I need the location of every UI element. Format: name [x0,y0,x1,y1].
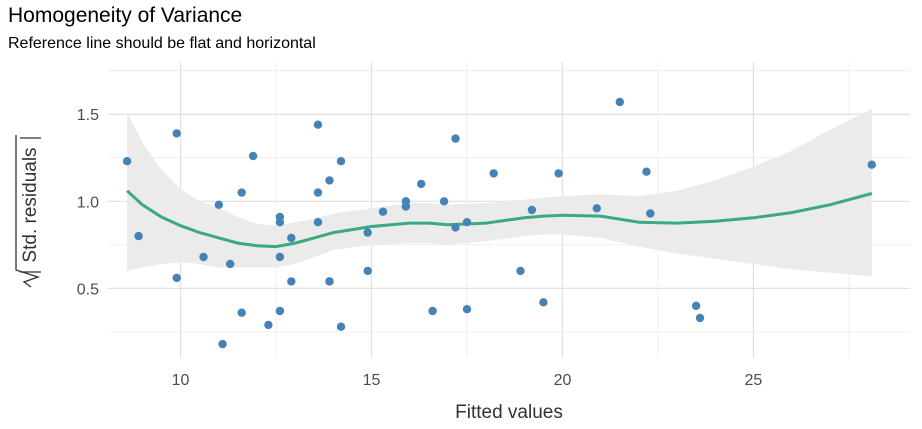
data-point-9 [237,308,246,317]
data-point-20 [313,218,323,227]
smooth-line [126,189,873,249]
data-point-27 [363,228,372,237]
y-tick-label-2: 1.5 [77,107,99,124]
data-point-44 [615,97,624,107]
data-point-38 [489,169,498,178]
data-point-49 [867,160,876,169]
data-point-23 [325,277,334,286]
data-point-36 [462,218,472,227]
data-point-11 [264,320,273,330]
data-point-48 [695,313,705,323]
x-axis-title: Fitted values [455,402,563,423]
data-point-39 [516,266,525,276]
chart-title: Homogeneity of Variance [8,4,243,27]
data-point-0 [122,157,132,166]
data-point-24 [336,157,346,166]
data-point-7 [226,259,235,269]
data-point-25 [336,322,346,331]
x-tick-label-2: 20 [554,372,572,389]
data-point-8 [237,188,246,197]
data-point-21 [325,176,334,185]
y-tick-label-0: 0.5 [77,281,99,298]
data-point-5 [214,200,223,209]
y-tick-label-1: 1.0 [77,194,99,211]
confidence-band [127,109,872,277]
data-point-43 [592,204,601,213]
data-point-42 [554,169,563,178]
y-axis-title: Std. residuals [20,147,41,262]
data-point-17 [287,233,296,243]
data-point-1 [134,231,143,241]
chart-subtitle: Reference line should be flat and horizo… [8,35,316,52]
data-point-19 [313,188,323,197]
data-point-35 [451,223,460,232]
data-point-16 [287,277,296,286]
x-tick-label-1: 15 [363,372,381,389]
data-point-13 [275,252,285,262]
data-point-46 [646,209,655,218]
data-point-32 [428,306,437,316]
data-point-10 [248,151,258,161]
x-tick-labels: 10 15 20 25 [172,372,763,389]
data-point-30 [401,202,411,211]
data-point-26 [363,266,372,276]
data-point-33 [439,197,449,206]
data-point-12 [275,306,285,316]
y-axis-title-group: Std. residuals [15,135,41,288]
data-point-37 [462,305,472,314]
x-tick-label-3: 25 [745,372,763,389]
data-point-15 [275,212,285,222]
y-tick-labels: 0.5 1.0 1.5 [77,107,99,298]
data-point-45 [642,167,651,176]
data-point-18 [313,120,323,129]
data-point-6 [218,339,227,349]
data-point-3 [172,129,181,138]
x-tick-label-0: 10 [172,372,190,389]
data-point-41 [539,298,548,307]
data-point-40 [527,205,537,215]
data-point-31 [417,179,426,189]
data-point-4 [199,252,208,262]
points-layer [122,97,876,349]
data-point-2 [172,273,181,283]
data-point-34 [451,134,460,143]
data-point-47 [691,301,701,310]
sqrt-symbol [15,135,41,288]
data-point-28 [378,207,388,216]
